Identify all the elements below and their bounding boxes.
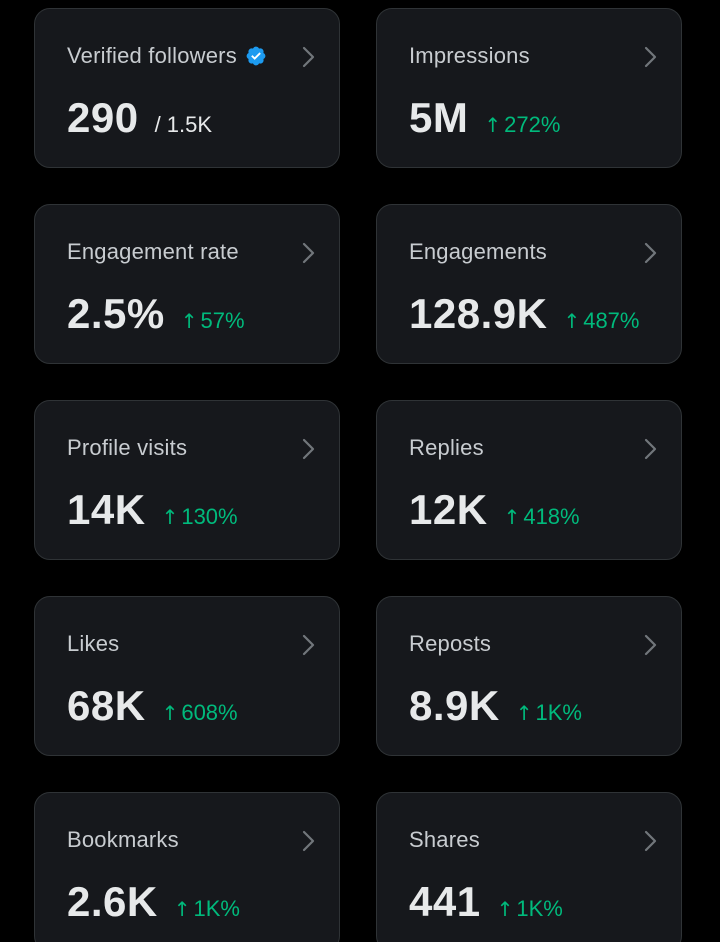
chevron-right-icon[interactable]: [641, 633, 661, 657]
metric-card-profile-visits[interactable]: Profile visits 14K ↑ 130%: [34, 400, 340, 560]
chevron-right-icon[interactable]: [299, 633, 319, 657]
metric-label: Engagements: [409, 239, 547, 265]
metric-label-text: Reposts: [409, 631, 492, 656]
metric-value: 8.9K: [409, 682, 500, 729]
metric-label: Verified followers: [67, 43, 267, 69]
metric-card-shares[interactable]: Shares 441 ↑ 1K%: [376, 792, 682, 942]
metric-value-row: 12K ↑ 418%: [409, 489, 580, 531]
metric-label-text: Likes: [67, 631, 120, 656]
metric-card-verified-followers[interactable]: Verified followers 290 / 1.5K: [34, 8, 340, 168]
metric-label-text: Shares: [409, 827, 480, 852]
metric-card-engagement-rate[interactable]: Engagement rate 2.5% ↑ 57%: [34, 204, 340, 364]
arrow-up-icon: ↑: [563, 309, 581, 333]
metric-change: ↑ 487%: [563, 310, 639, 332]
metric-label: Bookmarks: [67, 827, 179, 853]
metric-label: Engagement rate: [67, 239, 239, 265]
metric-card-bookmarks[interactable]: Bookmarks 2.6K ↑ 1K%: [34, 792, 340, 942]
metric-change: ↑ 1K%: [516, 702, 582, 724]
metric-change: ↑ 608%: [162, 702, 238, 724]
metric-total: / 1.5K: [154, 112, 213, 137]
metric-change-value: 1K%: [193, 896, 240, 921]
metric-value-row: 441 ↑ 1K%: [409, 881, 563, 923]
metric-value-row: 14K ↑ 130%: [67, 489, 238, 531]
arrow-up-icon: ↑: [484, 113, 502, 137]
metric-value: 441: [409, 878, 481, 925]
metric-label-text: Impressions: [409, 43, 530, 68]
metric-change-value: 57%: [200, 308, 245, 333]
chevron-right-icon[interactable]: [299, 437, 319, 461]
metric-label: Shares: [409, 827, 480, 853]
metric-change: ↑ 418%: [504, 506, 580, 528]
chevron-right-icon[interactable]: [299, 241, 319, 265]
metric-value: 5M: [409, 94, 469, 141]
metric-label-text: Replies: [409, 435, 484, 460]
metric-value-row: 8.9K ↑ 1K%: [409, 685, 582, 727]
metric-value-row: 2.5% ↑ 57%: [67, 293, 245, 335]
metric-card-impressions[interactable]: Impressions 5M ↑ 272%: [376, 8, 682, 168]
chevron-right-icon[interactable]: [641, 829, 661, 853]
arrow-up-icon: ↑: [515, 701, 533, 725]
chevron-right-icon[interactable]: [299, 45, 319, 69]
metric-value: 128.9K: [409, 290, 548, 337]
metric-label: Likes: [67, 631, 119, 657]
chevron-right-icon[interactable]: [299, 829, 319, 853]
metric-label: Reposts: [409, 631, 491, 657]
metric-change-value: 272%: [504, 112, 561, 137]
chevron-right-icon[interactable]: [641, 437, 661, 461]
metric-label: Replies: [409, 435, 484, 461]
metric-label-text: Bookmarks: [67, 827, 179, 852]
arrow-up-icon: ↑: [173, 897, 191, 921]
metric-value-row: 128.9K ↑ 487%: [409, 293, 639, 335]
metric-label-text: Verified followers: [67, 43, 237, 68]
arrow-up-icon: ↑: [180, 309, 198, 333]
metric-change-value: 487%: [583, 308, 640, 333]
metric-change-value: 1K%: [516, 896, 563, 921]
metric-value-row: 5M ↑ 272%: [409, 97, 560, 139]
metric-value: 2.5%: [67, 290, 165, 337]
metric-value: 68K: [67, 682, 146, 729]
metric-value-row: 2.6K ↑ 1K%: [67, 881, 240, 923]
arrow-up-icon: ↑: [503, 505, 521, 529]
metric-card-engagements[interactable]: Engagements 128.9K ↑ 487%: [376, 204, 682, 364]
metric-value: 12K: [409, 486, 488, 533]
metric-change-value: 1K%: [535, 700, 582, 725]
metric-label-text: Engagement rate: [67, 239, 239, 264]
metric-card-replies[interactable]: Replies 12K ↑ 418%: [376, 400, 682, 560]
metric-change: ↑ 130%: [162, 506, 238, 528]
metric-change-value: 608%: [181, 700, 238, 725]
arrow-up-icon: ↑: [161, 505, 179, 529]
metric-change: ↑ 272%: [484, 114, 560, 136]
metric-card-likes[interactable]: Likes 68K ↑ 608%: [34, 596, 340, 756]
metric-value: 2.6K: [67, 878, 158, 925]
metric-card-reposts[interactable]: Reposts 8.9K ↑ 1K%: [376, 596, 682, 756]
metric-label-text: Engagements: [409, 239, 547, 264]
metric-value-row: 290 / 1.5K: [67, 97, 212, 139]
metric-label: Profile visits: [67, 435, 187, 461]
arrow-up-icon: ↑: [161, 701, 179, 725]
verified-badge-icon: [246, 46, 266, 66]
metric-change: ↑ 1K%: [174, 898, 240, 920]
metric-value-row: 68K ↑ 608%: [67, 685, 238, 727]
metric-label-text: Profile visits: [67, 435, 188, 460]
metric-change-value: 130%: [181, 504, 238, 529]
metric-change: ↑ 1K%: [497, 898, 563, 920]
metric-change-value: 418%: [523, 504, 580, 529]
metric-value: 14K: [67, 486, 146, 533]
metric-change: ↑ 57%: [181, 310, 245, 332]
metric-value: 290: [67, 94, 139, 141]
metric-label: Impressions: [409, 43, 530, 69]
arrow-up-icon: ↑: [496, 897, 514, 921]
chevron-right-icon[interactable]: [641, 45, 661, 69]
chevron-right-icon[interactable]: [641, 241, 661, 265]
